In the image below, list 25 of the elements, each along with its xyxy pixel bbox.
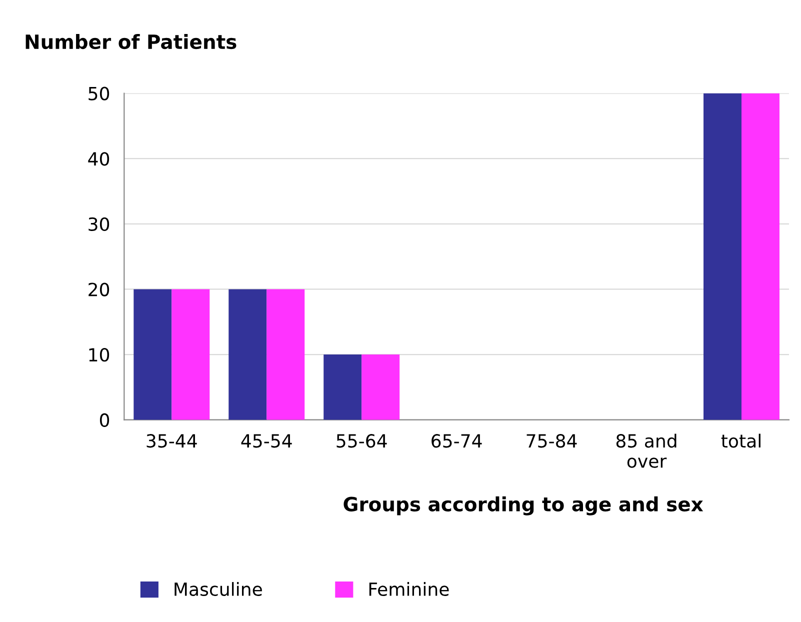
legend-label: Masculine — [174, 582, 262, 596]
y-tick-label: 20 — [88, 282, 110, 296]
y-tick-label: 0 — [100, 413, 110, 427]
x-tick-label: 85 and over — [616, 434, 676, 468]
legend-label: Feminine — [369, 582, 449, 596]
y-tick-label: 30 — [88, 217, 110, 232]
y-tick-label: 50 — [88, 86, 110, 100]
x-tick-label: 45-54 — [241, 434, 292, 448]
bar — [228, 289, 267, 420]
bar — [704, 93, 742, 420]
bar — [134, 289, 172, 420]
x-tick-label: 55-64 — [336, 434, 387, 448]
bar — [362, 354, 400, 420]
bar — [324, 354, 362, 420]
x-tick-label: 75-84 — [526, 434, 577, 448]
y-tick-label: 40 — [88, 152, 110, 166]
x-tick-label: 35-44 — [146, 434, 197, 448]
bar — [741, 93, 780, 420]
bar — [172, 289, 210, 420]
y-axis-title: Number of Patients — [26, 34, 236, 50]
x-tick-label: 65-74 — [432, 434, 482, 448]
y-tick-label: 10 — [89, 348, 110, 362]
bar — [266, 289, 305, 420]
x-axis-title: Groups according to age and sex — [344, 496, 704, 516]
x-tick-label: total — [721, 434, 760, 448]
